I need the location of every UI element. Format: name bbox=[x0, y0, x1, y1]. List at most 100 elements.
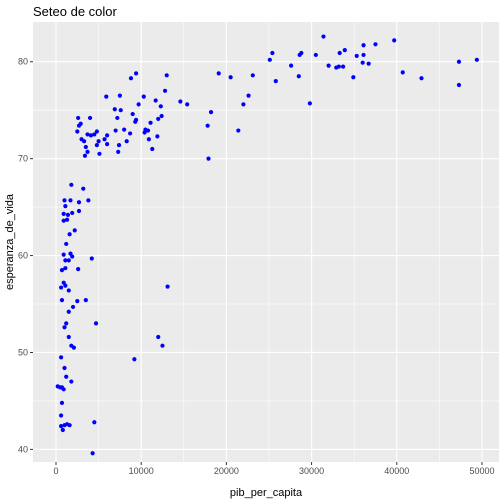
data-point bbox=[63, 266, 68, 271]
data-point bbox=[105, 142, 110, 147]
data-point bbox=[62, 325, 67, 330]
data-point bbox=[158, 104, 163, 109]
x-tick-label: 30000 bbox=[299, 466, 324, 476]
data-point bbox=[142, 130, 147, 135]
data-point bbox=[66, 309, 71, 314]
data-point bbox=[130, 111, 135, 117]
data-point bbox=[102, 137, 107, 142]
data-point bbox=[63, 258, 68, 263]
data-point bbox=[93, 321, 99, 326]
data-point bbox=[64, 321, 69, 326]
data-point bbox=[88, 133, 94, 138]
data-point bbox=[87, 115, 93, 121]
data-point bbox=[75, 129, 80, 134]
data-point bbox=[82, 139, 87, 144]
data-point bbox=[67, 232, 72, 237]
data-point bbox=[113, 128, 118, 133]
y-tick-label: 70 bbox=[18, 154, 28, 164]
data-point bbox=[313, 52, 318, 58]
chart-title: Seteo de color bbox=[33, 4, 118, 19]
data-point bbox=[64, 217, 70, 222]
data-point bbox=[59, 298, 65, 303]
data-point bbox=[326, 63, 331, 68]
data-point bbox=[76, 115, 81, 121]
data-point bbox=[70, 304, 76, 310]
data-point bbox=[61, 211, 66, 216]
data-point bbox=[66, 334, 71, 340]
data-point bbox=[70, 210, 75, 216]
data-point bbox=[246, 93, 251, 98]
data-point bbox=[117, 93, 122, 98]
data-point bbox=[59, 355, 64, 360]
data-point bbox=[76, 200, 82, 205]
data-point bbox=[128, 131, 133, 136]
data-points bbox=[55, 34, 479, 456]
data-point bbox=[69, 379, 74, 384]
data-point bbox=[63, 204, 68, 209]
data-point bbox=[354, 53, 359, 59]
data-point bbox=[64, 241, 69, 247]
data-point bbox=[160, 343, 165, 348]
data-point bbox=[116, 149, 121, 154]
data-point bbox=[337, 50, 342, 56]
data-point bbox=[60, 427, 65, 433]
data-point bbox=[456, 82, 462, 88]
data-point bbox=[273, 79, 278, 84]
data-point bbox=[116, 142, 122, 148]
data-point bbox=[97, 151, 102, 156]
data-point bbox=[133, 71, 139, 76]
data-point bbox=[65, 212, 71, 217]
data-point bbox=[270, 50, 275, 56]
data-point bbox=[59, 285, 64, 290]
data-point bbox=[128, 76, 134, 81]
data-point bbox=[64, 374, 69, 379]
data-point bbox=[70, 254, 75, 259]
data-point bbox=[373, 42, 378, 47]
data-point bbox=[296, 74, 301, 79]
data-point bbox=[69, 182, 74, 187]
data-point bbox=[59, 424, 64, 429]
data-point bbox=[164, 73, 169, 78]
data-point bbox=[159, 113, 164, 119]
data-point bbox=[341, 64, 346, 69]
data-point bbox=[132, 357, 137, 362]
plot-panel bbox=[33, 22, 499, 462]
data-point bbox=[360, 60, 365, 65]
data-point bbox=[118, 108, 123, 113]
x-tick-label: 40000 bbox=[384, 466, 409, 476]
data-point bbox=[105, 133, 110, 138]
data-point bbox=[148, 120, 153, 125]
data-point bbox=[59, 268, 65, 273]
data-point bbox=[122, 127, 127, 132]
data-point bbox=[299, 50, 304, 56]
data-point bbox=[85, 149, 90, 154]
data-point bbox=[76, 208, 82, 214]
data-point bbox=[66, 288, 71, 293]
data-point bbox=[146, 137, 151, 142]
data-point bbox=[72, 228, 77, 233]
x-tick-label: 50000 bbox=[469, 466, 494, 476]
y-tick-label: 60 bbox=[18, 251, 28, 261]
data-point bbox=[150, 146, 155, 152]
x-axis-title: pib_per_capita bbox=[230, 487, 303, 499]
data-point bbox=[236, 128, 241, 133]
data-point bbox=[78, 121, 83, 126]
data-point bbox=[155, 134, 160, 139]
data-point bbox=[62, 365, 67, 371]
y-tick-label: 80 bbox=[18, 57, 28, 67]
data-point bbox=[400, 70, 405, 75]
data-point bbox=[474, 57, 479, 62]
data-point bbox=[85, 132, 90, 137]
data-point bbox=[307, 101, 312, 106]
data-point bbox=[206, 156, 211, 161]
data-point bbox=[162, 88, 168, 93]
data-point bbox=[61, 280, 66, 285]
data-point bbox=[124, 139, 129, 144]
data-point bbox=[66, 258, 71, 263]
data-point bbox=[366, 61, 371, 66]
data-point bbox=[90, 451, 95, 456]
minor-gridlines bbox=[33, 22, 499, 462]
x-tick-label: 0 bbox=[53, 466, 58, 476]
data-point bbox=[62, 198, 67, 203]
